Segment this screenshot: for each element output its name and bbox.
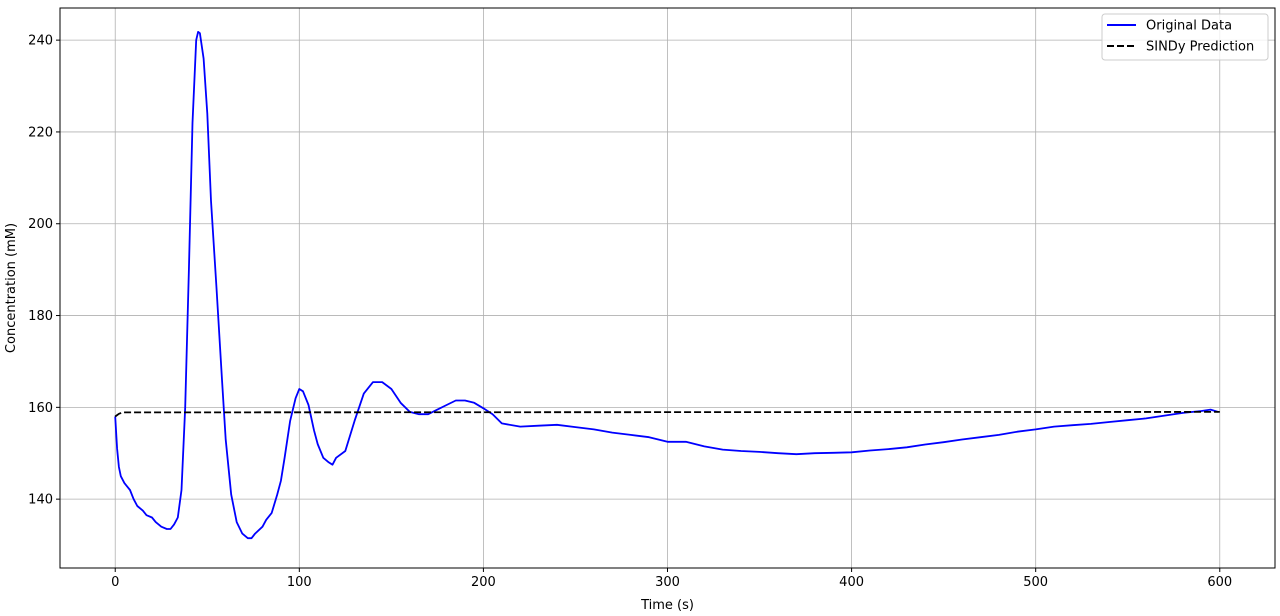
y-tick-label: 160 xyxy=(28,401,53,416)
x-tick-label: 100 xyxy=(287,575,312,590)
y-tick-label: 220 xyxy=(28,125,53,140)
plot-series xyxy=(114,30,1220,540)
x-tick-label: 0 xyxy=(111,575,119,590)
grid xyxy=(60,8,1275,568)
legend: Original Data SINDy Prediction xyxy=(1101,13,1269,61)
y-tick-label: 180 xyxy=(28,309,53,324)
y-axis-label: Concentration (mM) xyxy=(4,223,19,353)
legend-label-sindy-prediction: SINDy Prediction xyxy=(1146,40,1254,55)
series-line-sindy-prediction xyxy=(114,410,1220,418)
legend-box xyxy=(1101,13,1269,61)
x-tick-label: 300 xyxy=(655,575,680,590)
y-tick-label: 200 xyxy=(28,217,53,232)
x-axis-label: Time (s) xyxy=(640,598,694,612)
series-line-original-data xyxy=(114,30,1219,540)
legend-label-original-data: Original Data xyxy=(1146,19,1232,34)
x-tick-label: 500 xyxy=(1023,575,1048,590)
x-tick-label: 400 xyxy=(839,575,864,590)
x-tick-label: 200 xyxy=(471,575,496,590)
y-tick-label: 240 xyxy=(28,34,53,49)
y-tick-label: 140 xyxy=(28,493,53,508)
axis-ticks: 0 100 200 300 400 500 600 140 160 180 200 220 240 xyxy=(28,34,1232,590)
x-tick-label: 600 xyxy=(1207,575,1232,590)
